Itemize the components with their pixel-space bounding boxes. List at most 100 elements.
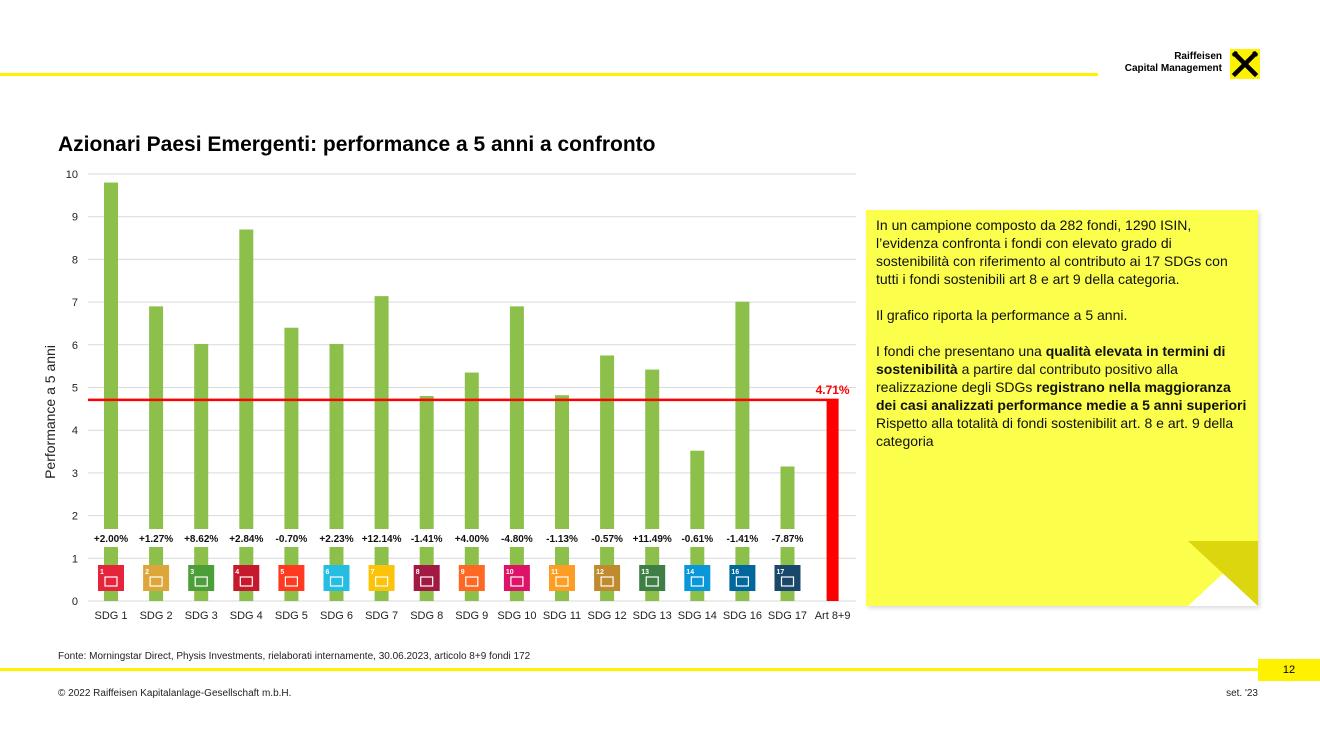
svg-text:16: 16 [731,569,739,576]
header-accent-line [0,73,1098,76]
svg-text:1: 1 [100,569,104,576]
diff-label-bg [541,529,583,547]
x-tick-label: SDG 9 [455,610,488,622]
x-tick-label: Art 8+9 [815,610,851,622]
svg-text:4: 4 [235,569,239,576]
diff-label-bg [631,529,674,547]
diff-label: -4.80% [501,534,533,545]
x-tick-label: SDG 16 [723,610,762,622]
gable-cross-icon [1230,49,1260,79]
note-text: In un campione composto da 282 fondi, 12… [876,216,1248,468]
diff-label: +2.23% [319,534,353,545]
y-tick-label: 9 [72,212,78,224]
diff-label: -0.61% [681,534,713,545]
sdg-10-icon: 10 [503,565,530,591]
diff-label-bg [270,529,313,547]
x-tick-label: SDG 12 [588,610,627,622]
diff-label-bg [766,529,809,547]
y-tick-label: 7 [72,297,78,309]
diff-label: +1.27% [139,534,173,545]
svg-text:6: 6 [326,569,330,576]
bar-sdg [329,343,344,601]
y-tick-label: 6 [72,340,78,352]
bar-sdg [419,396,434,601]
svg-text:3: 3 [190,569,194,576]
diff-label: -0.70% [276,534,308,545]
diff-label: -0.57% [591,534,623,545]
diff-label: +2.84% [229,534,263,545]
y-axis-label: Performance a 5 anni [42,345,58,479]
sdg-4-icon: 4 [233,565,260,591]
y-tick-label: 3 [72,468,78,480]
sdg-16-icon: 16 [729,565,756,591]
svg-text:11: 11 [551,569,559,576]
diff-label: -1.41% [727,534,759,545]
y-tick-label: 5 [72,383,78,395]
svg-text:14: 14 [686,569,694,576]
bar-art89 [826,399,839,601]
y-tick-label: 8 [72,254,78,266]
reference-line-label: 4.71% [816,383,850,397]
diff-label: +2.00% [94,534,128,545]
sdg-12-icon: 12 [594,565,621,591]
page-number: 12 [1258,659,1320,681]
x-tick-label: SDG 2 [140,610,173,622]
note-paragraph-2: Il grafico riporta la performance a 5 an… [876,307,1128,323]
page-title: Azionari Paesi Emergenti: performance a … [58,133,656,156]
y-tick-label: 10 [66,169,78,181]
logo-line2: Capital Management [1124,63,1222,74]
y-tick-label: 2 [72,511,78,523]
svg-text:17: 17 [777,569,785,576]
diff-label: -1.41% [411,534,443,545]
sdg-11-icon: 11 [549,565,575,591]
bar-sdg [555,395,569,601]
copyright: © 2022 Raiffeisen Kapitalanlage-Gesellsc… [58,688,292,699]
diff-label-bg [315,529,358,547]
note-p3-c: a partire dal contributo positivo alla r… [876,361,1178,395]
svg-text:12: 12 [596,569,604,576]
x-tick-label: SDG 14 [678,610,717,622]
svg-text:5: 5 [280,569,284,576]
diff-label: +8.62% [184,534,218,545]
diff-label-bg [405,529,448,547]
diff-label-bg [360,529,403,547]
diff-label-bg [495,529,538,547]
note-p3-a: I fondi che presentano una [876,343,1046,359]
y-axis-ticks: 0 1 2 3 4 5 6 7 8 9 10 [66,169,78,608]
note-paragraph-1: In un campione composto da 282 fondi, 12… [876,217,1228,287]
diff-label: +4.00% [455,534,489,545]
bar-sdg [600,355,615,601]
diff-label-bg [135,529,178,547]
diff-label-bg [721,529,764,547]
bar-sdg [194,343,209,601]
x-tick-label: SDG 7 [365,610,398,622]
footer-date: set. '23 [1226,688,1258,699]
svg-text:2: 2 [145,569,149,576]
sdg-7-icon: 7 [368,565,395,591]
diff-label-bg [586,529,629,547]
raiffeisen-logo: Raiffeisen Capital Management [1100,49,1260,81]
svg-text:13: 13 [641,569,649,576]
svg-text:7: 7 [371,569,375,576]
note-p3-bold-1: qualità elevata in termini di sostenibil… [876,343,1226,377]
diff-labels: +2.00% +1.27% +8.62% +2.84% -0.70% +2.23% +12.… [90,529,809,547]
svg-text:8: 8 [416,569,420,576]
y-tick-label: 1 [72,553,78,565]
source-note: Fonte: Morningstar Direct, Physis Invest… [58,651,531,662]
footer-accent-line [0,668,1258,671]
x-tick-label: SDG 10 [497,610,536,622]
svg-text:9: 9 [461,569,465,576]
x-tick-label: SDG 11 [543,610,581,622]
bar-sdg [735,301,750,601]
diff-label: -1.13% [546,534,578,545]
sdg-14-icon: 14 [684,565,711,591]
bar-sdg [149,306,164,601]
bar-sdg [104,182,118,602]
note-paragraph-3: I fondi che presentano una qualità eleva… [876,342,1248,450]
svg-text:10: 10 [506,569,514,576]
sticky-note: In un campione composto da 282 fondi, 12… [866,210,1258,606]
sdg-icons: 1 2 3 4 5 6 7 8 9 10 11 12 13 14 16 17 [98,565,801,591]
note-p3-e: Rispetto alla totalità di fondi sostenib… [876,415,1234,449]
x-tick-label: SDG 5 [275,610,308,622]
